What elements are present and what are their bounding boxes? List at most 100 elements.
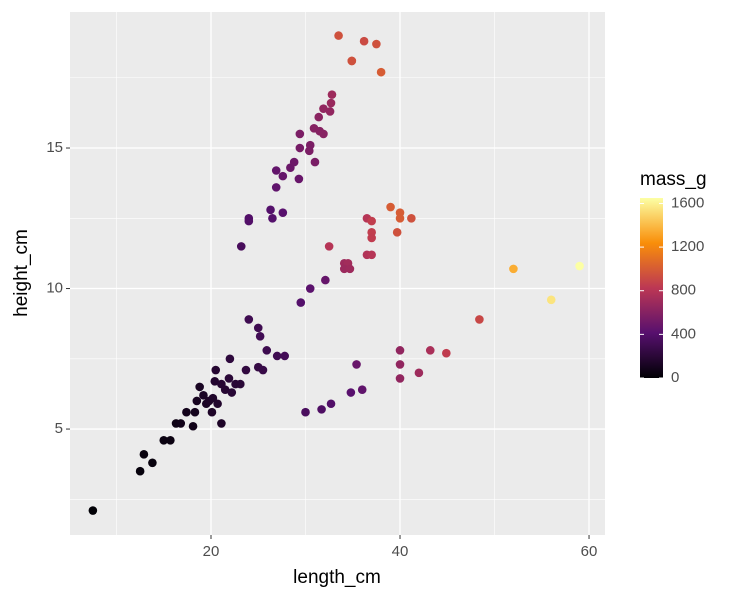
point <box>475 315 484 324</box>
point <box>253 323 263 333</box>
point <box>88 506 98 515</box>
point <box>220 385 230 395</box>
point <box>334 31 343 40</box>
colorbar <box>640 198 663 378</box>
colorbar-label: 1600 <box>671 194 704 211</box>
point <box>213 399 222 409</box>
point <box>268 213 277 223</box>
point <box>314 112 324 122</box>
legend-title: mass_g <box>640 169 707 190</box>
point <box>386 202 395 212</box>
y-axis-title: height_cm <box>11 229 32 317</box>
point <box>211 365 221 375</box>
point <box>244 213 254 223</box>
point <box>395 346 405 355</box>
point <box>319 104 328 113</box>
point <box>367 233 376 243</box>
point <box>425 346 435 355</box>
point <box>192 396 202 406</box>
point <box>509 264 518 274</box>
point <box>207 407 217 417</box>
point <box>224 374 234 383</box>
point <box>372 39 381 49</box>
point <box>317 405 326 414</box>
point <box>295 129 305 139</box>
point <box>266 205 275 215</box>
point <box>442 348 451 358</box>
point <box>326 399 336 409</box>
point <box>345 264 355 274</box>
point <box>262 346 272 355</box>
point <box>135 466 145 476</box>
x-axis-title: length_cm <box>293 567 381 588</box>
point <box>367 216 376 226</box>
point <box>326 98 336 108</box>
point <box>241 365 251 375</box>
point <box>392 228 402 237</box>
y-tick-label: 5 <box>55 420 63 437</box>
point <box>258 365 268 375</box>
point <box>296 298 306 307</box>
point <box>225 354 235 364</box>
point <box>190 407 200 417</box>
colorbar-label: 0 <box>671 369 679 386</box>
point <box>255 332 265 341</box>
colorbar-label: 1200 <box>671 238 704 255</box>
y-tick-label: 10 <box>46 280 63 297</box>
colorbar-label: 400 <box>671 325 696 342</box>
point <box>575 261 584 271</box>
point <box>294 174 304 184</box>
point <box>407 213 416 223</box>
point <box>210 376 220 386</box>
point <box>272 351 282 361</box>
point <box>325 107 335 116</box>
x-tick-label: 40 <box>392 543 409 560</box>
point <box>546 295 556 305</box>
point <box>347 56 357 66</box>
point <box>319 129 328 139</box>
point <box>280 351 290 361</box>
point <box>301 407 310 417</box>
plot-panel <box>70 12 605 535</box>
point <box>367 250 376 260</box>
point <box>359 36 369 46</box>
point <box>357 385 367 395</box>
point <box>327 90 337 99</box>
point <box>278 208 288 217</box>
point <box>310 157 320 167</box>
point <box>236 379 245 389</box>
point <box>289 157 299 167</box>
point <box>182 407 191 417</box>
point <box>208 393 218 403</box>
point <box>217 419 226 428</box>
point <box>395 374 405 383</box>
point <box>395 360 405 369</box>
point <box>278 171 288 181</box>
point <box>414 368 424 378</box>
point <box>236 242 246 251</box>
point <box>376 67 386 77</box>
point <box>148 458 157 468</box>
point <box>195 382 204 392</box>
point <box>305 140 315 150</box>
point <box>139 450 149 459</box>
point <box>188 421 198 431</box>
colorbar-label: 800 <box>671 282 696 299</box>
y-tick-label: 15 <box>46 139 63 156</box>
point <box>244 315 254 324</box>
point <box>321 275 330 285</box>
point <box>227 388 237 397</box>
point <box>271 183 281 192</box>
point <box>295 143 305 153</box>
point <box>199 391 208 400</box>
point <box>395 213 405 223</box>
x-tick-label: 20 <box>203 543 220 560</box>
point <box>159 435 169 445</box>
point <box>324 242 334 251</box>
point <box>176 419 186 428</box>
point <box>352 360 361 369</box>
point <box>271 166 281 175</box>
point <box>166 435 175 445</box>
x-tick-label: 60 <box>581 543 598 560</box>
